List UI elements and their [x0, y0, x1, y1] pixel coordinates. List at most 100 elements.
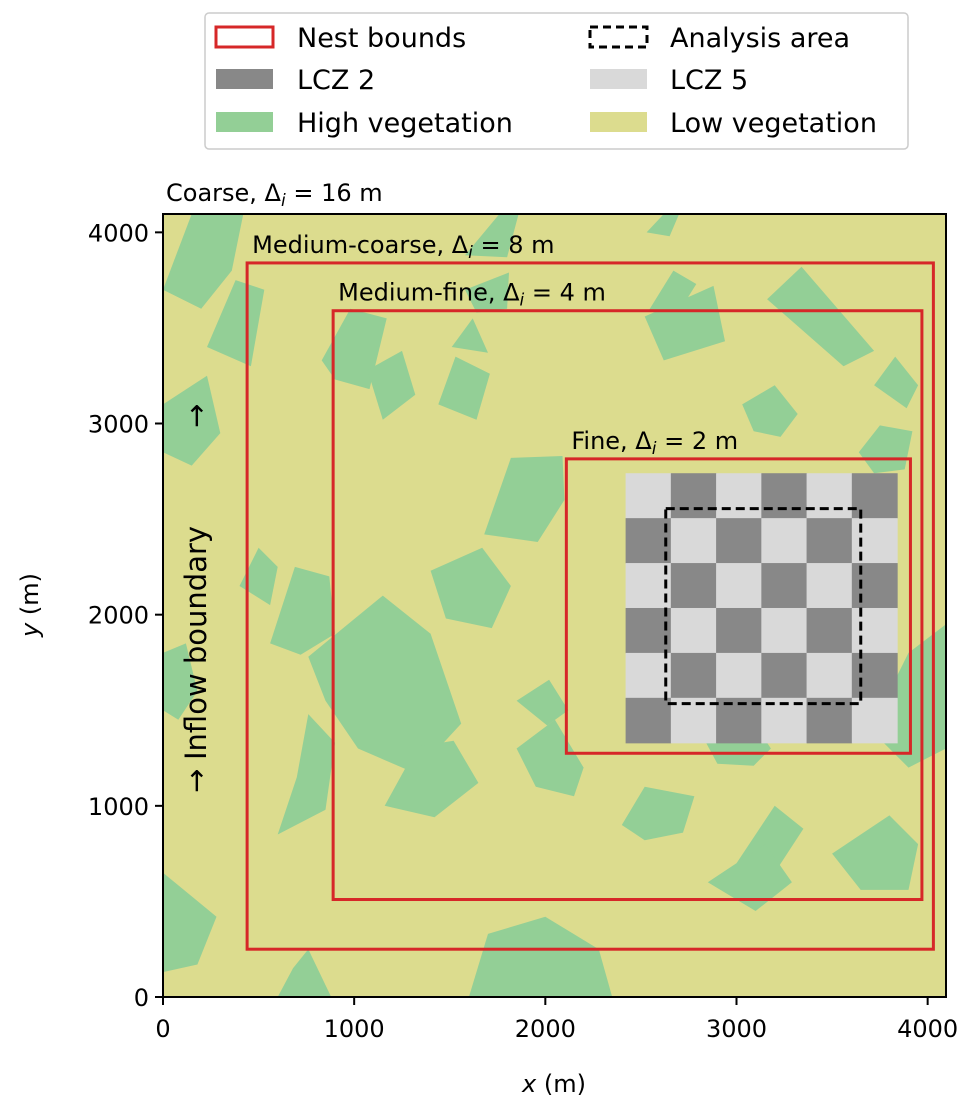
- y-tick-label: 2000: [88, 602, 149, 630]
- lcz5-block: [670, 607, 717, 654]
- lcz5-block: [716, 473, 762, 519]
- y-tick-label: 1000: [88, 793, 149, 821]
- nest-bound-2: [564, 457, 912, 755]
- legend-swatch-high-vegetation: [216, 112, 273, 132]
- legend-label-high-vegetation: High vegetation: [297, 108, 513, 139]
- lcz2-block: [670, 563, 717, 609]
- legend-swatch-analysis-area: [588, 25, 649, 49]
- lcz2-block: [625, 607, 672, 654]
- high-vegetation-patch: [163, 872, 217, 973]
- legend-label-nest-bounds: Nest bounds: [297, 23, 466, 54]
- high-vegetation-patch: [277, 949, 332, 997]
- high-vegetation-patch: [644, 285, 725, 361]
- lcz2-block: [851, 563, 898, 609]
- high-vegetation-patch: [163, 643, 198, 720]
- plot-title: Coarse, Δi = 16 m: [166, 179, 383, 211]
- nest-bound-0: [245, 261, 935, 951]
- legend-swatch-lcz2: [216, 69, 273, 89]
- nest-label-0: Medium-coarse, Δi = 8 m: [252, 231, 554, 263]
- lcz2-block: [716, 697, 762, 744]
- nest-label-1: Medium-fine, Δi = 4 m: [338, 279, 606, 311]
- high-vegetation-patch: [468, 916, 613, 997]
- y-tick-label: 3000: [88, 411, 149, 439]
- lcz5-block: [806, 652, 853, 699]
- high-vegetation-patch: [874, 356, 919, 409]
- lcz5-block: [761, 607, 808, 654]
- high-vegetation-patch: [465, 214, 519, 258]
- lcz2-block: [625, 518, 672, 564]
- lcz5-block: [761, 697, 808, 744]
- y-axis-ticks: 0 1000 2000 3000 4000: [88, 219, 163, 1012]
- lcz2-block: [716, 518, 762, 564]
- high-vegetation-patch: [742, 385, 798, 437]
- lcz5-block: [851, 607, 898, 654]
- high-vegetation-patch: [367, 350, 416, 420]
- high-vegetation-patch: [163, 214, 244, 309]
- high-vegetation-patch: [516, 719, 584, 797]
- high-vegetation-patch: [451, 318, 488, 353]
- nest-label-2: Fine, Δi = 2 m: [571, 427, 738, 459]
- lcz2-block: [806, 518, 853, 564]
- legend-swatch-nest-bounds: [214, 25, 275, 49]
- legend-swatch-low-vegetation: [590, 112, 647, 132]
- lcz2-block: [761, 652, 808, 699]
- lcz2-block: [761, 473, 808, 519]
- legend-swatch-lcz5: [590, 69, 647, 89]
- y-tick-label: 4000: [88, 219, 149, 247]
- high-vegetation-patch: [384, 740, 479, 818]
- nest-bounds-layer: [245, 261, 935, 951]
- lcz2-block: [761, 563, 808, 609]
- high-vegetation-patch: [707, 844, 792, 911]
- y-axis-label: y (m): [16, 573, 44, 638]
- legend-label-lcz2: LCZ 2: [297, 65, 375, 96]
- lcz5-block: [851, 697, 898, 744]
- legend: Nest bounds Analysis area LCZ 2 LCZ 5 Hi…: [204, 12, 909, 150]
- legend-label-analysis-area: Analysis area: [670, 23, 850, 54]
- nest-bound-1: [331, 309, 924, 902]
- lcz2-block: [851, 652, 898, 699]
- lcz5-block: [625, 473, 672, 519]
- x-tick-label: 0: [155, 1015, 170, 1043]
- high-vegetation-patch: [163, 375, 221, 466]
- x-axis-label: x (m): [521, 1070, 586, 1098]
- x-tick-label: 4000: [897, 1015, 958, 1043]
- inflow-arrow-top: →: [179, 769, 213, 793]
- high-vegetation-patch: [465, 272, 509, 313]
- legend-frame: [204, 12, 909, 150]
- legend-label-low-vegetation: Low vegetation: [670, 108, 877, 139]
- lcz5-block: [670, 697, 717, 744]
- lcz2-block: [851, 473, 898, 519]
- high-vegetation-patch: [832, 815, 919, 890]
- high-vegetation-patch: [767, 266, 875, 367]
- inflow-boundary-annotation: → Inflow boundary →: [179, 404, 213, 793]
- inflow-boundary-label: Inflow boundary: [179, 526, 213, 760]
- lcz2-block: [716, 607, 762, 654]
- lcz5-block: [851, 518, 898, 564]
- inflow-arrow-bottom: →: [179, 404, 213, 428]
- high-vegetation-patch: [277, 714, 335, 835]
- legend-label-lcz5: LCZ 5: [670, 65, 748, 96]
- y-tick-label: 0: [134, 984, 149, 1012]
- high-vegetation-patch: [484, 456, 565, 542]
- lcz5-block: [716, 652, 762, 699]
- high-vegetation-patch: [207, 280, 265, 367]
- lcz5-block: [625, 652, 672, 699]
- high-vegetation-patch: [516, 679, 569, 726]
- lcz5-block: [806, 473, 853, 519]
- x-tick-label: 2000: [515, 1015, 576, 1043]
- high-vegetation-layer: [163, 214, 946, 997]
- lcz2-block: [806, 607, 853, 654]
- lcz5-block: [806, 563, 853, 609]
- axes-frame: [162, 213, 947, 998]
- lcz2-block: [625, 697, 672, 744]
- high-vegetation-patch: [239, 547, 278, 606]
- lcz5-block: [670, 518, 717, 564]
- high-vegetation-patch: [270, 566, 335, 655]
- x-axis-ticks: 0 1000 2000 3000 4000: [155, 997, 958, 1043]
- x-tick-label: 3000: [706, 1015, 767, 1043]
- lcz5-block: [761, 518, 808, 564]
- lcz-checkerboard: [625, 473, 898, 744]
- lcz2-block: [670, 652, 717, 699]
- lcz5-block: [625, 563, 672, 609]
